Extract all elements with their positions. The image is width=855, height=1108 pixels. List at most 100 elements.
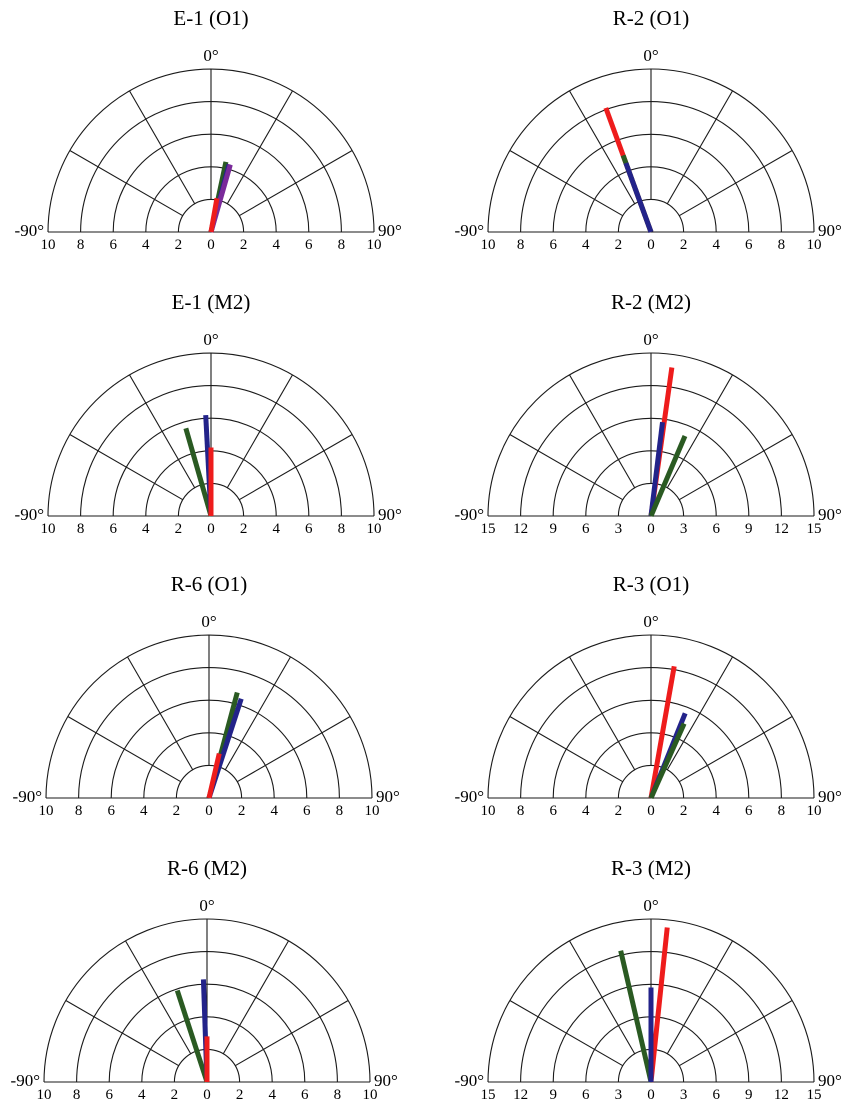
- tick-label: 3: [615, 1087, 623, 1103]
- chart-title: E-1 (O1): [173, 6, 248, 30]
- minus-ninety-label: -90°: [15, 221, 44, 240]
- tick-label: 3: [680, 1087, 688, 1103]
- tick-label: 2: [680, 237, 688, 253]
- minus-ninety-label: -90°: [455, 505, 484, 524]
- ninety-label: 90°: [818, 1071, 842, 1090]
- tick-label: 4: [270, 803, 278, 819]
- data-vector: [648, 435, 688, 517]
- tick-label: 6: [745, 803, 753, 819]
- minus-ninety-label: -90°: [13, 787, 42, 806]
- tick-label: 3: [680, 521, 688, 537]
- tick-label: 15: [807, 1087, 822, 1103]
- grid-spoke: [69, 434, 184, 501]
- tick-label: 10: [365, 803, 380, 819]
- grid-spoke: [509, 150, 624, 217]
- tick-label: 15: [807, 521, 822, 537]
- tick-label: 0: [647, 237, 655, 253]
- grid-spoke: [666, 940, 733, 1055]
- tick-label: 2: [238, 803, 246, 819]
- tick-label: 6: [105, 1087, 113, 1103]
- grid-spoke: [509, 1000, 624, 1067]
- grid-spoke: [509, 716, 624, 783]
- tick-label: 6: [301, 1087, 309, 1103]
- zero-degree-label: 0°: [203, 46, 218, 65]
- tick-label: 2: [173, 803, 181, 819]
- data-vector: [648, 927, 670, 1083]
- tick-label: 8: [517, 237, 525, 253]
- tick-label: 10: [807, 803, 822, 819]
- grid-spoke: [569, 940, 636, 1055]
- tick-label: 12: [774, 1087, 789, 1103]
- minus-ninety-label: -90°: [455, 1071, 484, 1090]
- tick-label: 4: [272, 521, 280, 537]
- grid-spoke: [127, 656, 194, 771]
- tick-label: 6: [305, 521, 313, 537]
- tick-label: 4: [138, 1087, 146, 1103]
- polar-chart: R-3 (O1)0°-90° 90°10 8 6 4 2 0 2 4 6 8 10: [455, 572, 842, 819]
- data-vector: [648, 665, 677, 799]
- tick-label: 9: [745, 1087, 753, 1103]
- grid-spoke: [678, 434, 793, 501]
- tick-label: 10: [37, 1087, 52, 1103]
- tick-label: 6: [109, 521, 117, 537]
- grid-spoke: [569, 656, 636, 771]
- tick-label: 3: [615, 521, 623, 537]
- tick-label: 10: [481, 803, 496, 819]
- tick-label: 2: [240, 237, 248, 253]
- tick-label: 12: [774, 521, 789, 537]
- grid-spoke: [129, 374, 196, 489]
- zero-degree-label: 0°: [643, 46, 658, 65]
- grid-spoke: [69, 150, 184, 217]
- polar-chart: R-3 (M2)0°-90° 90°15 12 9 6 3 0 3 6 9 12 15: [455, 856, 842, 1103]
- tick-label: 10: [807, 237, 822, 253]
- tick-label: 6: [712, 1087, 720, 1103]
- tick-label: 2: [680, 803, 688, 819]
- data-vector: [206, 752, 222, 799]
- grid-spoke: [129, 90, 196, 205]
- minus-ninety-label: -90°: [15, 505, 44, 524]
- grid-spoke: [678, 716, 793, 783]
- tick-label: 8: [336, 803, 344, 819]
- tick-label: 6: [107, 803, 115, 819]
- grid-spoke: [65, 1000, 180, 1067]
- zero-degree-label: 0°: [199, 896, 214, 915]
- tick-label: 10: [363, 1087, 378, 1103]
- tick-label: 4: [140, 803, 148, 819]
- tick-label: 0: [207, 237, 215, 253]
- tick-label: 6: [109, 237, 117, 253]
- tick-label: 0: [647, 521, 655, 537]
- grid-spoke: [569, 90, 636, 205]
- tick-label: 4: [582, 237, 590, 253]
- tick-label: 12: [513, 521, 528, 537]
- tick-label: 6: [305, 237, 313, 253]
- ninety-label: 90°: [378, 505, 402, 524]
- ninety-label: 90°: [378, 221, 402, 240]
- tick-label: 8: [77, 521, 85, 537]
- chart-title: R-6 (O1): [171, 572, 247, 596]
- chart-title: E-1 (M2): [172, 290, 251, 314]
- polar-chart: E-1 (O1)0°-90° 90°10 8 6 4 2 0 2 4 6 8 10: [15, 6, 402, 253]
- tick-label: 9: [549, 521, 557, 537]
- tick-label: 6: [549, 237, 557, 253]
- data-vector: [618, 950, 654, 1083]
- grid-spoke: [666, 374, 733, 489]
- tick-label: 15: [481, 521, 496, 537]
- tick-label: 2: [171, 1087, 179, 1103]
- ninety-label: 90°: [818, 221, 842, 240]
- tick-label: 2: [236, 1087, 244, 1103]
- tick-label: 4: [712, 237, 720, 253]
- tick-label: 8: [338, 521, 346, 537]
- chart-title: R-2 (O1): [613, 6, 689, 30]
- tick-label: 9: [549, 1087, 557, 1103]
- minus-ninety-label: -90°: [455, 221, 484, 240]
- grid-spoke: [666, 90, 733, 205]
- tick-label: 10: [41, 521, 56, 537]
- chart-title: R-3 (M2): [611, 856, 691, 880]
- grid-spoke: [238, 434, 353, 501]
- tick-label: 15: [481, 1087, 496, 1103]
- grid-spoke: [678, 1000, 793, 1067]
- data-vector: [208, 197, 220, 233]
- data-vector: [648, 421, 666, 517]
- polar-chart: R-6 (M2)0°-90° 90°10 8 6 4 2 0 2 4 6 8 10: [11, 856, 398, 1103]
- tick-label: 10: [41, 237, 56, 253]
